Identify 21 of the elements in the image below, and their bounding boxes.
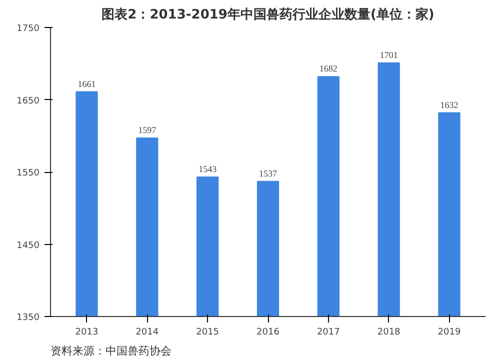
- x-tick-label: 2017: [316, 328, 340, 338]
- y-tick-label: 1450: [16, 240, 40, 251]
- x-tick-label: 2013: [75, 328, 98, 338]
- chart-title: 图表2：2013-2019年中国兽药行业企业数量(单位：家): [102, 6, 434, 22]
- data-label: 1543: [198, 164, 218, 174]
- data-label: 1597: [138, 125, 157, 136]
- data-label: 1537: [259, 168, 278, 178]
- y-tick-label: 1350: [16, 313, 40, 323]
- x-tick-label: 2015: [196, 328, 220, 338]
- x-tick-label: 2014: [136, 328, 159, 338]
- y-tick-label: 1550: [16, 168, 40, 178]
- y-tick-label: 1750: [16, 24, 40, 34]
- data-label: 1701: [380, 50, 398, 60]
- data-label: 1661: [78, 78, 96, 89]
- data-label: 1682: [319, 64, 338, 74]
- x-tick-label: 2016: [256, 328, 280, 338]
- y-tick-label: 1650: [16, 96, 40, 106]
- text: 资料来源：中国兽药协会: [50, 344, 172, 358]
- data-label: 1632: [440, 100, 458, 110]
- x-tick-label: 2019: [438, 328, 461, 338]
- x-tick-label: 2018: [377, 328, 401, 338]
